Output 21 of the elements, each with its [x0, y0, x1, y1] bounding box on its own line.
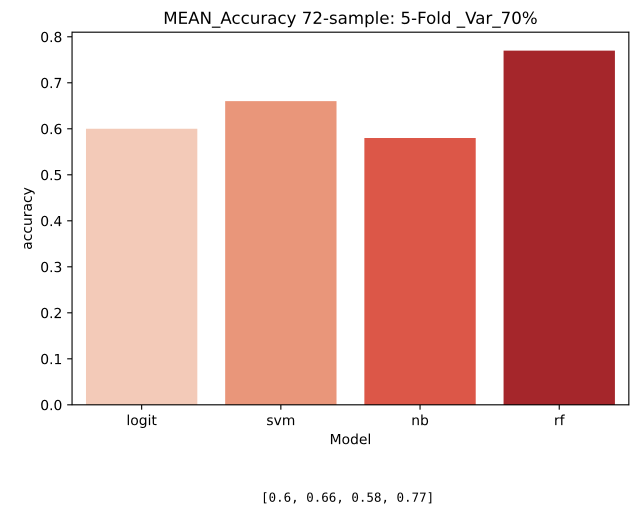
y-tick-label: 0.1	[41, 354, 62, 364]
bar	[86, 128, 198, 405]
y-tick-label: 0.4	[41, 216, 62, 226]
x-tick-label: logit	[128, 414, 157, 428]
bar	[225, 101, 337, 405]
x-axis-title: Model	[330, 434, 370, 444]
y-tick-label: 0.8	[41, 32, 62, 42]
x-tick-label: rf	[555, 414, 565, 426]
y-tick-label: 0.6	[41, 124, 62, 134]
y-tick-label: 0.7	[41, 78, 62, 88]
y-tick-label: 0.0	[41, 400, 62, 410]
y-tick-label: 0.2	[41, 308, 61, 318]
y-tick-label: 0.5	[41, 170, 62, 180]
bar	[364, 138, 476, 405]
text: [0.6, 0.66, 0.58, 0.77]	[264, 492, 432, 504]
bar	[504, 50, 615, 405]
x-tick-label: svm	[267, 417, 294, 426]
chart-title: MEAN_Accuracy 72-sample: 5-Fold _Var_70%	[164, 11, 537, 28]
x-tick-label: nb	[412, 414, 428, 426]
y-axis-title: accuracy	[24, 188, 35, 249]
y-tick-label: 0.3	[41, 262, 62, 272]
